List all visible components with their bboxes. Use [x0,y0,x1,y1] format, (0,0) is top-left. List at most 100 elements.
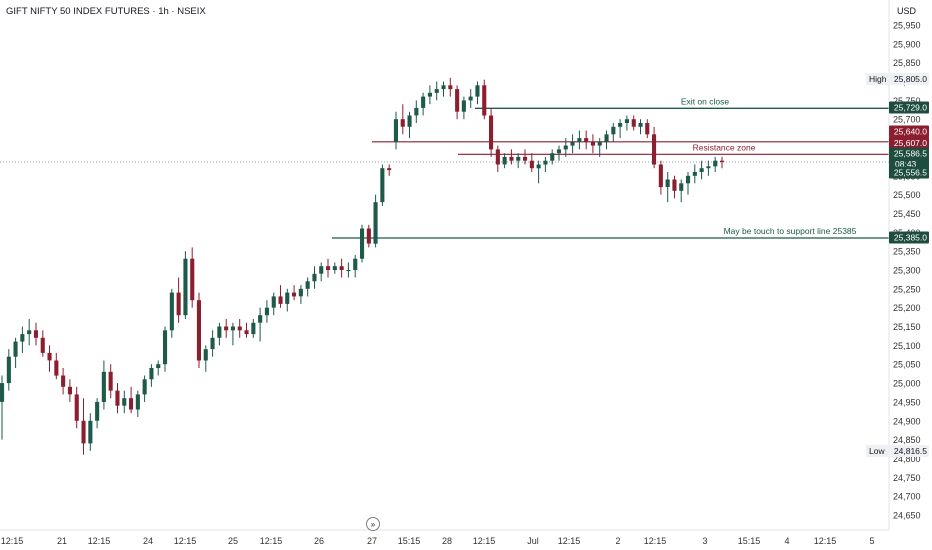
candle-body [618,123,623,127]
price-tick-label: 25,350 [893,247,921,257]
candle-body [237,326,242,331]
price-tick-label: 24,850 [893,435,921,445]
price-tick-label: 25,950 [893,21,921,31]
candle-body [611,126,616,135]
time-tick-label: 12:15 [473,536,496,546]
time-tick-label: 12:15 [644,536,667,546]
double-chevron-right-icon: » [371,520,376,529]
candle-body [604,134,609,142]
candle-body [360,228,365,259]
candle-body [468,96,473,101]
candle-body [264,307,269,316]
time-tick-label: 15:15 [738,536,761,546]
candle-body [129,398,134,410]
candle-body [61,375,66,387]
time-tick-label: 21 [57,536,67,546]
candle-body [699,168,704,172]
price-tag-label: Low [869,446,885,456]
price-tick-label: 25,750 [893,96,921,106]
price-tick-label: 24,650 [893,511,921,521]
candle-body [292,292,297,297]
price-tick-label: 25,850 [893,58,921,68]
candle-body [393,119,398,142]
candle-body [692,172,697,176]
currency-label: USD [897,6,917,16]
candle-body [176,292,181,316]
candle-body [326,266,331,270]
candle-body [536,164,541,169]
time-tick-label: 12:15 [1,536,24,546]
candle-body [624,119,629,123]
candle-body [577,138,582,142]
candle-body [115,390,120,406]
time-tick-label: 12:15 [558,536,581,546]
price-tag-support: 25,385.0 [889,231,929,244]
price-tick-label: 25,200 [893,303,921,313]
candle-body [169,292,174,331]
candle-body [461,100,466,112]
time-tick-label: 25 [228,536,238,546]
candle-body [590,141,595,146]
price-tag-bg [889,101,929,114]
candle-body [13,341,18,357]
price-tag-label: High [869,74,887,84]
time-tick-label: 12:15 [174,536,197,546]
candle-body [495,149,500,165]
price-tag-bg [889,125,929,138]
candle-body [584,138,589,142]
candle-body [380,168,385,203]
price-tick-label: 24,750 [893,473,921,483]
scroll-to-latest-button[interactable]: » [366,517,380,531]
candle-body [278,296,283,304]
candle-body [20,334,25,342]
candle-body [149,368,154,380]
price-tick-label: 24,900 [893,416,921,426]
candle-body [81,420,86,444]
candle-body [224,326,229,331]
support-line-label: May be touch to support line 25385 [724,226,857,236]
candle-body [706,166,711,169]
candle-body [40,337,45,353]
time-tick-label: 12:15 [260,536,283,546]
candle-body [230,326,235,331]
candle-body [183,258,188,316]
candle-body [665,179,670,187]
exit-line-label: Exit on close [681,96,729,106]
price-tag-bg [866,445,929,457]
price-tick-label: 24,800 [893,454,921,464]
price-tag-bg [889,137,929,149]
candle-body [346,270,351,271]
candle-body [441,85,446,90]
candle-body [190,258,195,301]
candle-body [88,420,93,444]
candle-body [312,273,317,282]
candle-body [570,141,575,146]
price-tag-exit: 25,729.0 [889,101,929,114]
candle-body [686,175,691,184]
time-axis[interactable]: 12:15 21 12:15 24 12:15 25 12:15 26 27 15:15 28 12:… [1,536,875,546]
candle-body [353,258,358,270]
price-tag-value: 25,640.0 [894,127,927,137]
candle-body [434,89,439,93]
time-tick-label: 24 [143,536,153,546]
candle-body [271,296,276,308]
candle-body [516,156,521,161]
candle-body [556,149,561,154]
candle-body [631,119,636,127]
candle-body [407,115,412,127]
price-tag-value: 25,805.0 [894,74,927,84]
candle-body [258,315,263,323]
candle-body [0,383,5,402]
candle-body [332,266,337,270]
candle-body [448,85,453,90]
price-tick-label: 25,050 [893,360,921,370]
price-tick-label: 24,700 [893,492,921,502]
price-tag-bg [889,166,929,179]
time-tick-label: 2 [615,536,620,546]
candle-body [679,183,684,191]
price-tags: 25,729.025,640.025,607.025,586.508:4325,… [866,73,929,457]
time-tick-label: Jul [527,536,539,546]
candle-body [33,330,38,338]
candle-body [455,89,460,112]
